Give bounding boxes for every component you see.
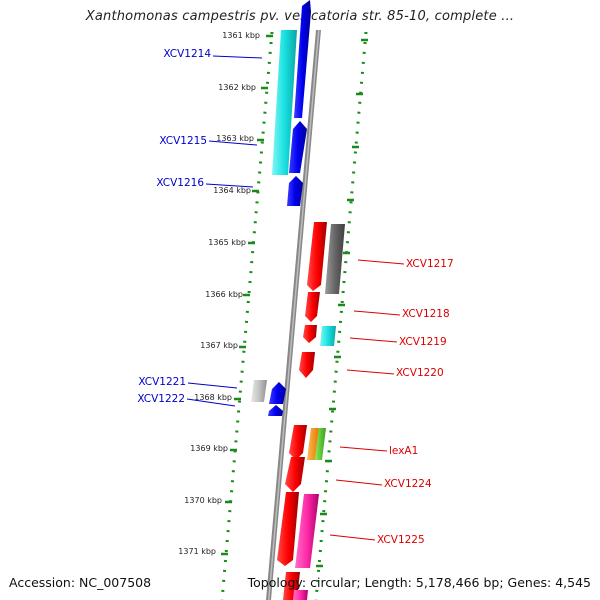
- kbp-label: 1361 kbp: [222, 31, 260, 40]
- forward-leaders: [186, 55, 263, 407]
- kbp-label: 1366 kbp: [205, 290, 243, 299]
- kbp-label: 1362 kbp: [218, 83, 256, 92]
- gene-block[interactable]: [293, 590, 308, 600]
- map-title: Xanthomonas campestris pv. vesicatoria s…: [85, 9, 515, 24]
- gene-label-xcv1216[interactable]: XCV1216: [156, 177, 204, 189]
- kbp-label: 1363 kbp: [216, 134, 254, 143]
- kbp-label: 1370 kbp: [184, 496, 222, 505]
- gene-block[interactable]: [251, 380, 267, 402]
- gene-block[interactable]: [285, 457, 305, 492]
- gene-block[interactable]: [272, 30, 297, 175]
- genome-backbone-highlight: [268, 30, 320, 600]
- gene-label-xcv1219[interactable]: XCV1219: [399, 336, 447, 348]
- reverse-leaders: [329, 259, 405, 541]
- gene-block[interactable]: [289, 121, 307, 173]
- gene-label-xcv1215[interactable]: XCV1215: [159, 135, 207, 147]
- gene-block[interactable]: [299, 352, 315, 378]
- gene-block[interactable]: [269, 382, 286, 404]
- gene-block[interactable]: [305, 292, 320, 322]
- gene-block[interactable]: [320, 326, 336, 346]
- gene-label-xcv1225[interactable]: XCV1225: [377, 534, 425, 546]
- gene-label-lexa1[interactable]: lexA1: [389, 445, 418, 457]
- gene-label-xcv1222[interactable]: XCV1222: [137, 393, 185, 405]
- topology-summary: Topology: circular; Length: 5,178,466 bp…: [247, 575, 591, 590]
- gene-label-xcv1221[interactable]: XCV1221: [138, 376, 186, 388]
- gene-label-xcv1214[interactable]: XCV1214: [163, 48, 211, 60]
- gene-block[interactable]: [294, 0, 311, 118]
- gene-label-xcv1217[interactable]: XCV1217: [406, 258, 454, 270]
- gene-label-xcv1218[interactable]: XCV1218: [402, 308, 450, 320]
- kbp-label: 1369 kbp: [190, 444, 228, 453]
- gene-block[interactable]: [325, 224, 345, 294]
- gene-block[interactable]: [277, 492, 299, 566]
- kbp-ticks: [221, 34, 368, 568]
- forward-genes: [251, 0, 311, 416]
- kbp-label: 1367 kbp: [200, 341, 238, 350]
- accession-text: Accession: NC_007508: [9, 575, 152, 590]
- gene-block[interactable]: [315, 428, 326, 460]
- gene-label-xcv1220[interactable]: XCV1220: [396, 367, 444, 379]
- kbp-label: 1371 kbp: [178, 547, 216, 556]
- gene-block[interactable]: [268, 405, 283, 416]
- kbp-label: 1365 kbp: [208, 238, 246, 247]
- gene-block[interactable]: [303, 325, 317, 343]
- gene-block[interactable]: [295, 494, 319, 568]
- gene-block[interactable]: [307, 222, 327, 291]
- reverse-genes: [277, 222, 345, 600]
- kbp-label: 1364 kbp: [213, 186, 251, 195]
- kbp-label: 1368 kbp: [194, 393, 232, 402]
- gene-label-xcv1224[interactable]: XCV1224: [384, 478, 432, 490]
- tick-line-inner: [220, 31, 274, 600]
- gene-block[interactable]: [287, 176, 303, 206]
- gene-block[interactable]: [289, 425, 307, 460]
